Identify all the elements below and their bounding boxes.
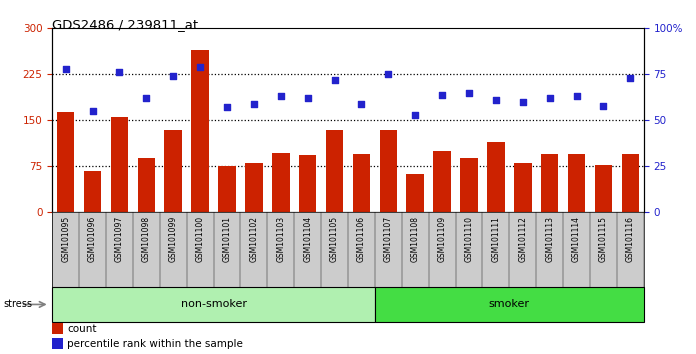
Text: GSM101097: GSM101097 [115,216,124,262]
Bar [138,158,155,212]
Text: stress: stress [3,299,33,309]
Bar [379,130,397,212]
Point [60,66,71,72]
Bar [353,154,370,212]
Point [141,96,152,101]
Text: GSM101111: GSM101111 [491,216,500,262]
Point [275,93,286,99]
Point [168,73,179,79]
Point [114,70,125,75]
Bar [191,50,209,212]
Point [221,105,232,110]
Point [571,93,582,99]
Point [410,112,421,118]
Point [625,75,636,81]
Text: smoker: smoker [489,299,530,309]
Text: GSM101106: GSM101106 [357,216,366,262]
Bar [84,171,102,212]
Text: non-smoker: non-smoker [180,299,246,309]
Bar [568,154,585,212]
Text: GSM101109: GSM101109 [438,216,447,262]
Bar [111,117,128,212]
Point [329,77,340,83]
Bar [541,154,558,212]
Text: GSM101116: GSM101116 [626,216,635,262]
Text: GSM101095: GSM101095 [61,216,70,262]
Text: GSM101102: GSM101102 [249,216,258,262]
Bar [52,324,63,334]
Bar [622,154,639,212]
Point [544,96,555,101]
Text: count: count [67,324,97,334]
Text: GSM101114: GSM101114 [572,216,581,262]
Bar [52,338,63,349]
Bar [406,175,424,212]
Bar [57,112,74,212]
Bar [164,130,182,212]
Point [356,101,367,107]
Bar [375,287,644,322]
Text: percentile rank within the sample: percentile rank within the sample [67,339,243,349]
Text: GSM101103: GSM101103 [276,216,285,262]
Text: GSM101115: GSM101115 [599,216,608,262]
Bar [272,153,290,212]
Bar [434,151,451,212]
Bar [299,155,317,212]
Point [383,72,394,77]
Text: GSM101107: GSM101107 [383,216,393,262]
Point [517,99,528,105]
Point [464,90,475,96]
Point [436,92,448,97]
Bar [326,130,343,212]
Text: GSM101112: GSM101112 [519,216,528,262]
Text: GSM101105: GSM101105 [330,216,339,262]
Bar [219,166,236,212]
Point [302,96,313,101]
Point [248,101,260,107]
Text: GSM101096: GSM101096 [88,216,97,262]
Text: GSM101100: GSM101100 [196,216,205,262]
Point [194,64,205,70]
Text: GSM101099: GSM101099 [168,216,177,262]
Text: GSM101113: GSM101113 [545,216,554,262]
Text: GSM101104: GSM101104 [303,216,313,262]
Text: GSM101098: GSM101098 [142,216,151,262]
Bar [594,165,612,212]
Bar [52,287,375,322]
Bar [460,158,477,212]
Bar [245,163,262,212]
Text: GSM101108: GSM101108 [411,216,420,262]
Point [87,108,98,114]
Bar [487,142,505,212]
Point [598,103,609,108]
Point [490,97,501,103]
Text: GSM101110: GSM101110 [464,216,473,262]
Bar [514,163,532,212]
Text: GSM101101: GSM101101 [223,216,232,262]
Text: GDS2486 / 239811_at: GDS2486 / 239811_at [52,18,198,31]
